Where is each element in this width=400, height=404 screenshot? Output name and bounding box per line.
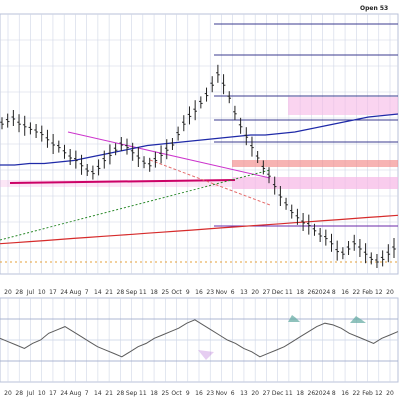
- x-axis-bottom-tick-label: 9: [186, 390, 190, 397]
- x-axis-bottom-tick-label: 21: [105, 390, 113, 397]
- x-axis-top-tick-label: 6: [231, 289, 235, 296]
- trendline-green-dotted: [0, 169, 271, 241]
- zone-pink-left: [0, 180, 232, 187]
- x-axis-top-tick-label: Nov: [216, 289, 228, 296]
- x-axis-top-tick-label: 16: [341, 289, 349, 296]
- x-axis-bottom-tick-label: 23: [206, 390, 214, 397]
- x-axis-bottom-tick-label: 11: [139, 390, 147, 397]
- x-axis-top-tick-label: 20: [4, 289, 12, 296]
- x-axis-top-tick-label: 23: [206, 289, 214, 296]
- rsi-overbought-fill: [288, 315, 300, 322]
- x-axis-top-tick-label: 18: [296, 289, 304, 296]
- x-axis-bottom-tick-label: Oct: [171, 390, 182, 397]
- zone-pink-mid: [232, 177, 398, 189]
- x-axis-bottom-tick-label: 26: [308, 390, 316, 397]
- x-axis-bottom-tick-label: 20: [4, 390, 12, 397]
- zone-pink-upper: [288, 97, 398, 115]
- x-axis-bottom-tick-label: 2024: [315, 390, 330, 397]
- x-axis-top-tick-label: 18: [150, 289, 158, 296]
- x-axis-bottom-tick-label: 20: [386, 390, 394, 397]
- x-axis-top-tick-label: 21: [105, 289, 113, 296]
- x-axis-bottom-tick-label: 11: [285, 390, 293, 397]
- rsi-overbought-fill: [350, 316, 366, 323]
- x-axis-top-tick-label: Dec: [272, 289, 284, 296]
- x-axis-top-tick-label: Jul: [26, 289, 35, 296]
- x-axis-top-tick-label: Feb: [362, 289, 373, 296]
- x-axis-top-tick-label: 14: [94, 289, 102, 296]
- x-axis-top-tick-label: 11: [139, 289, 147, 296]
- x-axis-bottom-tick-label: 6: [231, 390, 235, 397]
- x-axis-top-tick-label: 26: [308, 289, 316, 296]
- x-axis-top-tick-label: 20: [251, 289, 259, 296]
- rsi-oversold-fill: [198, 350, 214, 360]
- x-axis-top-tick-label: 17: [49, 289, 57, 296]
- rsi-line: [0, 319, 399, 358]
- x-axis-top-tick-label: 12: [375, 289, 383, 296]
- x-axis-bottom-tick-label: Aug: [70, 390, 82, 397]
- indicator-panel: [0, 297, 399, 383]
- x-axis-bottom-tick-label: Feb: [362, 390, 373, 397]
- date-axis-top: 20 28 Jul 10 17 24 Aug 7 14 21 28 Sep 11 18 25 Oct 9 16 23…: [4, 289, 394, 296]
- x-axis-top-tick-label: 28: [117, 289, 125, 296]
- x-axis-bottom-tick-label: Dec: [272, 390, 284, 397]
- x-axis-bottom-tick-label: Nov: [216, 390, 228, 397]
- x-axis-bottom-tick-label: 27: [263, 390, 271, 397]
- x-axis-top-tick-label: 27: [263, 289, 271, 296]
- x-axis-top-tick-label: 13: [240, 289, 248, 296]
- resistance-zone-red: [232, 160, 398, 167]
- trendline-red-dashed: [149, 159, 271, 206]
- x-axis-bottom-tick-label: 22: [352, 390, 360, 397]
- x-axis-bottom-tick-label: 18: [150, 390, 158, 397]
- x-axis-bottom-tick-label: 16: [341, 390, 349, 397]
- x-axis-top-tick-label: 11: [285, 289, 293, 296]
- x-axis-top-tick-label: Aug: [70, 289, 82, 296]
- x-axis-bottom-tick-label: 28: [117, 390, 125, 397]
- x-axis-top-tick-label: 8: [332, 289, 336, 296]
- open-label: Open 53: [360, 5, 388, 12]
- date-axis-bottom: 20 28 Jul 10 17 24 Aug 7 14 21 28 Sep 11 18 25 Oct 9 16 23…: [4, 390, 394, 397]
- x-axis-top-tick-label: Sep: [126, 289, 138, 296]
- x-axis-top-tick-label: 24: [60, 289, 68, 296]
- x-axis-bottom-tick-label: 28: [15, 390, 23, 397]
- trendline-magenta-descending: [67, 131, 271, 179]
- x-axis-top-tick-label: 20: [386, 289, 394, 296]
- x-axis-bottom-tick-label: 16: [195, 390, 203, 397]
- x-axis-bottom-tick-label: Jul: [26, 390, 35, 397]
- x-axis-bottom-tick-label: 10: [38, 390, 46, 397]
- sma-blue-line: [0, 113, 399, 166]
- x-axis-top-tick-label: 16: [195, 289, 203, 296]
- x-axis-bottom-tick-label: 14: [94, 390, 102, 397]
- x-axis-top-tick-label: 28: [15, 289, 23, 296]
- x-axis-top-tick-label: 10: [38, 289, 46, 296]
- x-axis-top-tick-label: Oct: [171, 289, 182, 296]
- support-line-magenta: [9, 179, 236, 184]
- x-axis-top-tick-label: 2024: [315, 289, 330, 296]
- x-axis-top-tick-label: 25: [161, 289, 169, 296]
- x-axis-top-tick-label: 9: [186, 289, 190, 296]
- x-axis-bottom-tick-label: 25: [161, 390, 169, 397]
- price-panel: [0, 13, 399, 275]
- x-axis-bottom-tick-label: 18: [296, 390, 304, 397]
- x-axis-bottom-tick-label: 17: [49, 390, 57, 397]
- x-axis-bottom-tick-label: Sep: [126, 390, 138, 397]
- sma-red-line: [0, 214, 399, 245]
- x-axis-bottom-tick-label: 12: [375, 390, 383, 397]
- x-axis-bottom-tick-label: 8: [332, 390, 336, 397]
- x-axis-bottom-tick-label: 7: [85, 390, 89, 397]
- x-axis-top-tick-label: 7: [85, 289, 89, 296]
- x-axis-bottom-tick-label: 24: [60, 390, 68, 397]
- x-axis-bottom-tick-label: 13: [240, 390, 248, 397]
- x-axis-bottom-tick-label: 20: [251, 390, 259, 397]
- x-axis-top-tick-label: 22: [352, 289, 360, 296]
